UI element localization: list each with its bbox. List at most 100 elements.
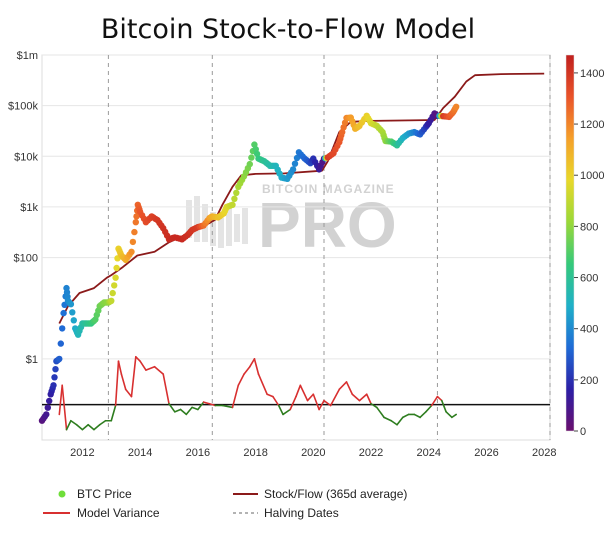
stock-to-flow-series xyxy=(58,72,545,324)
model-variance-segment xyxy=(98,419,107,426)
model-variance-segment xyxy=(358,393,368,402)
x-tick-label: 2022 xyxy=(359,447,383,459)
legend-item-model-variance[interactable]: Model Variance xyxy=(43,506,160,520)
btc-price-point xyxy=(67,301,75,308)
model-variance-segment xyxy=(130,355,137,398)
colorbar: 1400 1200 1000 800 600 400 200 0 xyxy=(565,54,604,438)
y-tick-label: $1m xyxy=(17,50,38,62)
x-axis: 2012 2014 2016 2018 2020 2022 2024 2026 2028 xyxy=(70,447,556,459)
model-variance-segment xyxy=(383,416,393,422)
btc-price-point xyxy=(59,325,66,332)
legend-label-btc-price: BTC Price xyxy=(77,487,132,501)
legend-dot-icon xyxy=(58,490,66,498)
legend-item-btc-price[interactable]: BTC Price xyxy=(58,487,133,501)
model-variance-segment xyxy=(173,408,182,413)
model-variance-segment xyxy=(323,399,332,407)
btc-price-point xyxy=(44,404,51,411)
btc-price-point xyxy=(46,397,53,405)
btc-price-point xyxy=(50,382,57,389)
btc-price-point xyxy=(133,213,140,220)
model-variance-segment xyxy=(145,365,156,371)
legend-item-halving-dates[interactable]: Halving Dates xyxy=(233,506,339,520)
btc-price-point xyxy=(69,309,76,316)
colorbar-tick-label: 1200 xyxy=(580,119,604,131)
btc-price-point xyxy=(108,297,115,304)
halving-lines xyxy=(107,55,551,440)
model-variance-segment xyxy=(114,360,120,407)
colorbar-gradient xyxy=(565,54,575,432)
model-variance-segment xyxy=(139,360,147,371)
btc-price-point xyxy=(231,195,238,202)
grid xyxy=(42,54,550,360)
x-tick-label: 2024 xyxy=(417,447,441,459)
x-tick-label: 2026 xyxy=(474,447,498,459)
btc-price-point xyxy=(132,219,139,226)
model-variance-segment xyxy=(253,358,260,375)
model-variance-segment xyxy=(289,395,297,411)
x-tick-label: 2012 xyxy=(70,447,94,459)
y-tick-label: $10k xyxy=(14,151,38,163)
model-variance-segment xyxy=(401,413,410,419)
model-variance-segment xyxy=(153,365,165,375)
model-variance-segment xyxy=(179,408,188,416)
model-variance-segment xyxy=(440,399,447,413)
model-variance-segment xyxy=(306,393,315,402)
watermark-top-text: BITCOIN MAGAZINE xyxy=(262,182,395,196)
model-variance-segment xyxy=(191,406,199,411)
model-variance-segment xyxy=(162,373,170,405)
model-variance-segment xyxy=(295,384,302,398)
model-variance-series xyxy=(58,355,457,431)
btc-price-point xyxy=(248,154,255,161)
model-variance-segment xyxy=(249,358,256,368)
legend-label-halving-dates: Halving Dates xyxy=(264,506,339,520)
model-variance-segment xyxy=(266,393,274,398)
model-variance-segment xyxy=(197,401,205,411)
btc-price-point xyxy=(233,189,240,196)
model-variance-segment xyxy=(61,384,68,431)
colorbar-tick-label: 400 xyxy=(580,324,598,336)
model-variance-segment xyxy=(93,423,101,431)
btc-price-point xyxy=(60,309,67,317)
model-variance-segment xyxy=(365,393,372,405)
model-variance-segment xyxy=(124,388,133,398)
model-variance-segment xyxy=(430,395,439,407)
legend-label-model-variance: Model Variance xyxy=(77,506,160,520)
model-variance-segment xyxy=(87,423,95,431)
model-variance-segment xyxy=(445,411,453,419)
model-variance-segment xyxy=(221,404,234,409)
model-variance-segment xyxy=(329,388,341,407)
colorbar-tick-label: 1000 xyxy=(580,170,604,182)
y-tick-label: $100 xyxy=(14,253,38,265)
btc-price-point xyxy=(109,289,116,297)
model-variance-segment xyxy=(58,384,64,416)
model-variance-segment xyxy=(351,393,361,402)
legend: BTC Price Stock/Flow (365d average) Mode… xyxy=(43,487,407,520)
model-variance-segment xyxy=(70,419,78,426)
watermark: BITCOIN MAGAZINE PRO xyxy=(186,182,397,261)
btc-price-point xyxy=(70,317,78,324)
colorbar-tick-label: 1400 xyxy=(580,68,604,80)
colorbar-tick-label: 0 xyxy=(580,426,586,438)
y-tick-label: $1k xyxy=(20,202,38,214)
btc-price-point xyxy=(43,411,50,418)
model-variance-segment xyxy=(299,384,309,402)
model-variance-segment xyxy=(345,381,354,396)
model-variance-segment xyxy=(277,404,284,416)
stock-to-flow-line xyxy=(58,72,545,324)
model-variance-segment xyxy=(208,402,216,407)
btc-price-point xyxy=(56,355,63,363)
model-variance-segment xyxy=(413,413,421,419)
btc-price-point xyxy=(112,274,119,281)
model-variance-segment xyxy=(202,401,211,405)
model-variance-segment xyxy=(257,373,268,396)
watermark-logo-icon xyxy=(186,196,248,248)
model-variance-segment xyxy=(168,402,176,413)
btc-price-point xyxy=(52,366,59,373)
x-tick-label: 2018 xyxy=(243,447,267,459)
model-variance-segment xyxy=(231,384,240,409)
watermark-main-text: PRO xyxy=(258,189,397,261)
btc-price-point xyxy=(111,282,118,289)
model-variance-segment xyxy=(396,416,404,426)
colorbar-tick-label: 200 xyxy=(580,375,598,387)
legend-item-stock-to-flow[interactable]: Stock/Flow (365d average) xyxy=(233,487,407,501)
